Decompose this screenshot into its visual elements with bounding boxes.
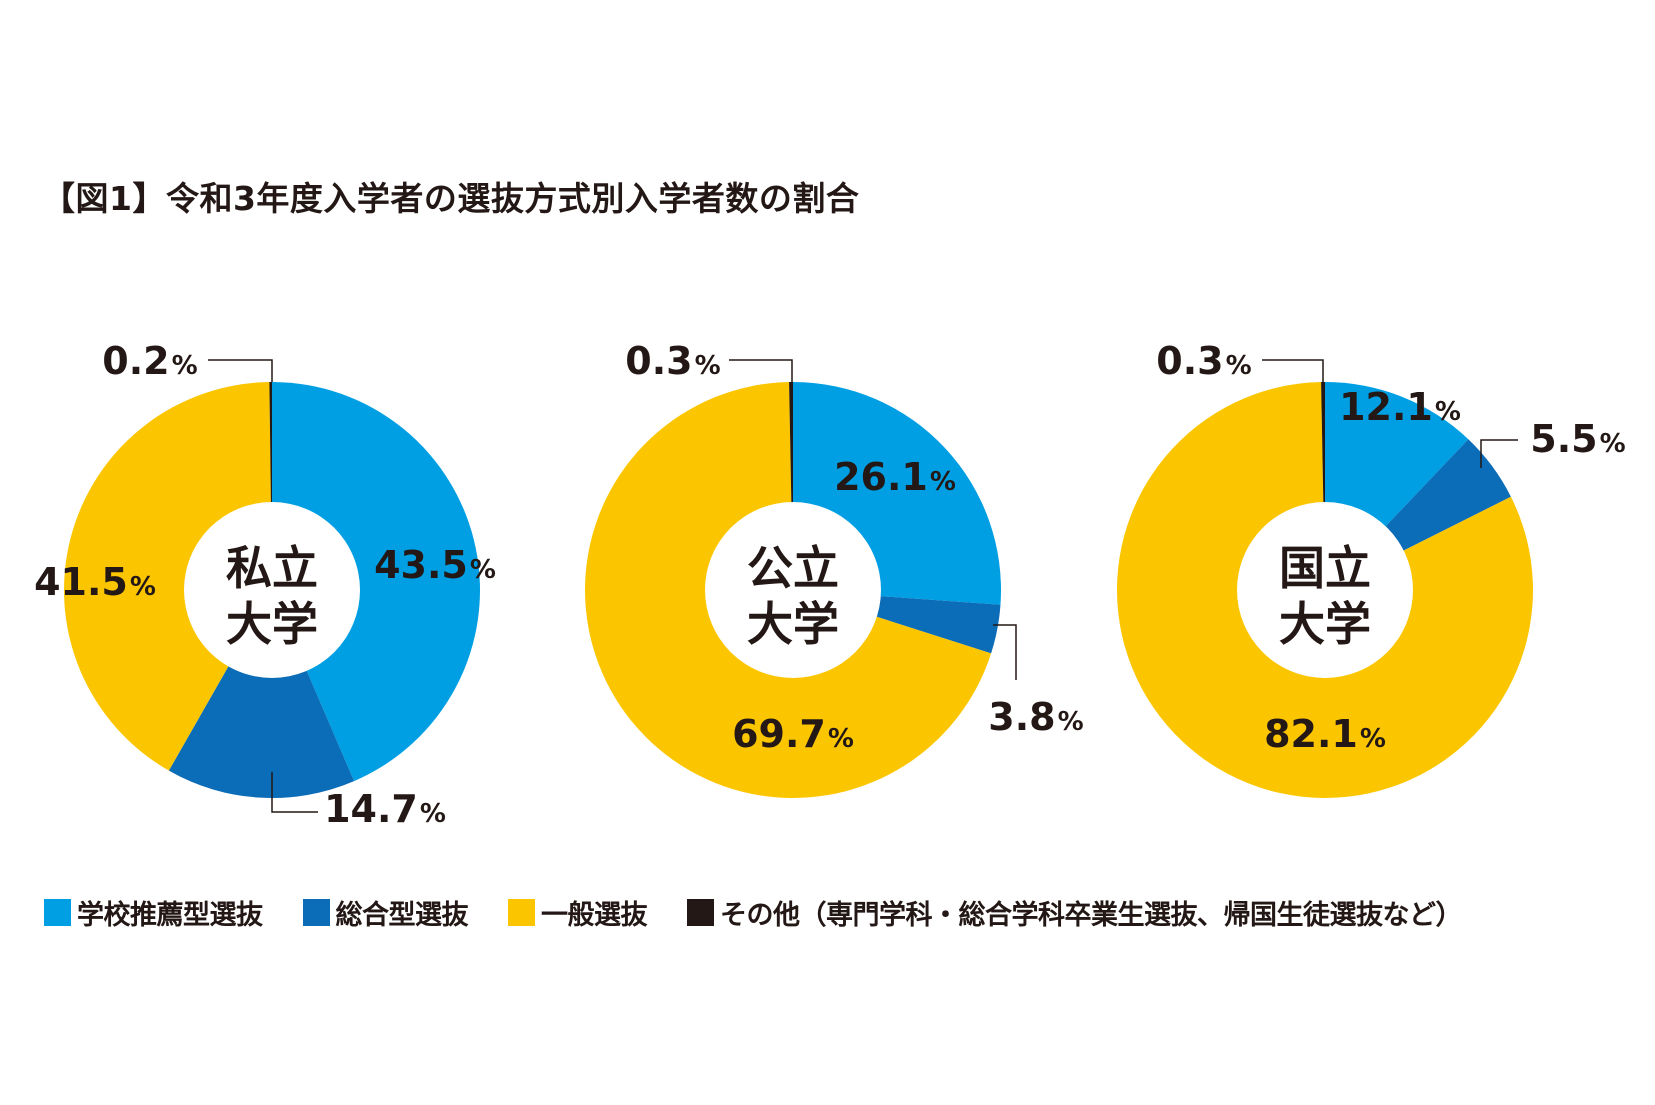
data-label-general: 41.5% <box>34 560 156 604</box>
legend-label: 一般選抜 <box>541 899 648 931</box>
data-label-comprehensive: 5.5% <box>1530 417 1625 461</box>
legend-swatch <box>44 898 71 926</box>
data-label-general: 82.1% <box>1264 712 1386 756</box>
donut-charts: 私立大学43.5%14.7%41.5%0.2%公立大学26.1%3.8%69.7… <box>34 339 1626 831</box>
center-label: 公立 <box>747 541 839 595</box>
legend-swatch <box>687 898 714 926</box>
legend-label: 総合型選抜 <box>335 899 469 931</box>
slice-general <box>63 382 272 771</box>
data-label-school-recommendation: 12.1% <box>1339 385 1461 429</box>
chart-title: 【図1】令和3年度入学者の選抜方式別入学者数の割合 <box>42 179 860 218</box>
leader-line <box>729 359 793 382</box>
center-label: 国立 <box>1279 541 1371 595</box>
center-label: 大学 <box>1279 597 1371 651</box>
legend-item-comprehensive: 総合型選抜 <box>302 893 469 932</box>
data-label-school-recommendation: 43.5% <box>374 543 496 587</box>
data-label-comprehensive: 3.8% <box>988 695 1083 739</box>
data-label-other: 0.3% <box>1156 339 1251 383</box>
donut-hole <box>184 502 360 678</box>
leader-line <box>208 359 273 382</box>
slice-comprehensive <box>168 590 355 798</box>
legend: 学校推薦型選抜 総合型選抜 一般選抜 その他（専門学科・総合学科卒業生選抜、帰国生徒選… <box>44 892 1644 932</box>
data-label-general: 69.7% <box>732 712 854 756</box>
legend-label: その他（専門学科・総合学科卒業生選抜、帰国生徒選抜など） <box>720 899 1463 931</box>
legend-item-other: その他（専門学科・総合学科卒業生選抜、帰国生徒選抜など） <box>687 893 1463 932</box>
legend-swatch <box>302 898 330 926</box>
leader-line <box>1262 359 1324 382</box>
data-label-other: 0.2% <box>102 339 197 383</box>
leader-line <box>993 624 1017 680</box>
data-label-comprehensive: 14.7% <box>324 787 446 831</box>
donut-hole <box>1237 502 1413 678</box>
leader-line <box>271 772 318 813</box>
data-label-other: 0.3% <box>625 339 720 383</box>
center-label: 私立 <box>226 541 318 595</box>
legend-item-school-recommendation: 学校推薦型選抜 <box>44 893 263 932</box>
leader-line <box>1480 439 1518 468</box>
legend-swatch <box>508 898 535 926</box>
legend-label: 学校推薦型選抜 <box>77 899 263 931</box>
center-label: 大学 <box>747 597 839 651</box>
slice-school-recommendation <box>272 382 481 782</box>
data-label-school-recommendation: 26.1% <box>834 455 956 499</box>
legend-item-general: 一般選抜 <box>508 893 648 932</box>
donut-hole <box>705 502 881 678</box>
center-label: 大学 <box>226 597 318 651</box>
